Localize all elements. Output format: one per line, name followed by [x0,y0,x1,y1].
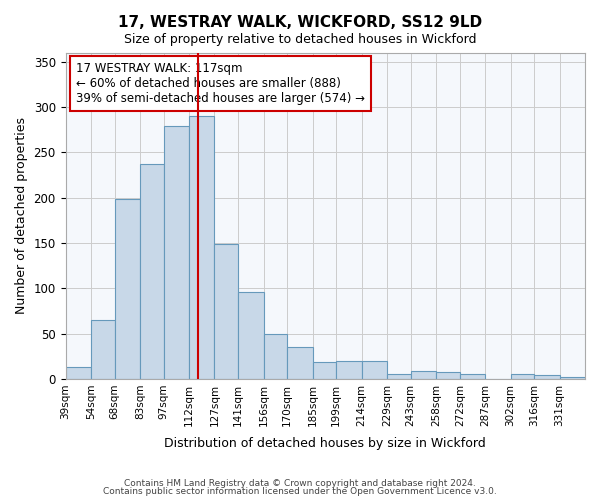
Bar [287,347,313,379]
Bar [411,370,436,379]
Bar [362,361,387,379]
Bar [263,334,287,379]
Bar [65,367,91,379]
Bar [534,376,560,379]
Y-axis label: Number of detached properties: Number of detached properties [15,117,28,314]
Bar [189,116,214,379]
Text: Size of property relative to detached houses in Wickford: Size of property relative to detached ho… [124,32,476,46]
Text: Contains HM Land Registry data © Crown copyright and database right 2024.: Contains HM Land Registry data © Crown c… [124,478,476,488]
Bar [115,200,140,379]
Bar [436,372,460,379]
Bar [387,374,411,379]
Bar [313,362,336,379]
Bar [164,126,189,379]
Text: 17 WESTRAY WALK: 117sqm
← 60% of detached houses are smaller (888)
39% of semi-d: 17 WESTRAY WALK: 117sqm ← 60% of detache… [76,62,365,106]
Bar [460,374,485,379]
X-axis label: Distribution of detached houses by size in Wickford: Distribution of detached houses by size … [164,437,486,450]
Text: Contains public sector information licensed under the Open Government Licence v3: Contains public sector information licen… [103,487,497,496]
Bar [336,361,362,379]
Bar [238,292,263,379]
Bar [560,377,585,379]
Bar [140,164,164,379]
Text: 17, WESTRAY WALK, WICKFORD, SS12 9LD: 17, WESTRAY WALK, WICKFORD, SS12 9LD [118,15,482,30]
Bar [214,244,238,379]
Bar [91,320,115,379]
Bar [511,374,534,379]
